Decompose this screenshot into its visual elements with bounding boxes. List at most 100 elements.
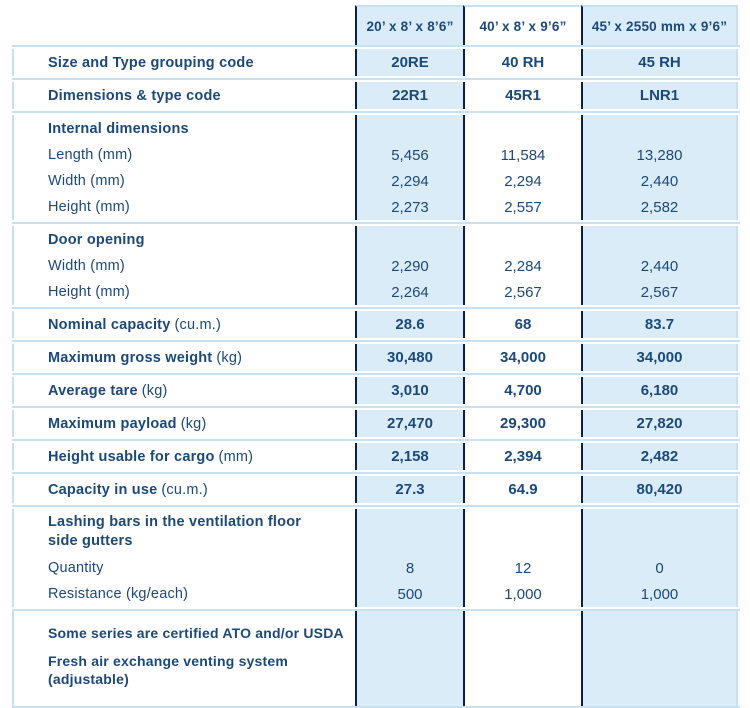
cell-value: 0: [655, 559, 664, 577]
section-header-spacer: [583, 226, 736, 253]
cell-value: 2,290: [391, 257, 429, 275]
group-label-column: Internal dimensions Length (mm) Width (mm)…: [12, 115, 355, 220]
row-label: Maximum payload (kg): [12, 410, 355, 437]
row-label: Height usable for cargo (mm): [12, 443, 355, 470]
row-label-text: Maximum gross weight: [48, 349, 213, 366]
value-column: 8 500: [355, 509, 463, 607]
row-label: Width (mm): [48, 173, 125, 189]
cell-value: 2,273: [391, 198, 429, 216]
cell-value: 64.9: [463, 476, 581, 503]
table-row-block: Dimensions & type code 22R1 45R1 LNR1: [12, 78, 740, 111]
row-label-text: Maximum payload: [48, 415, 177, 432]
section-header-spacer: [583, 115, 736, 142]
row-label-line: Nominal capacity (cu.m.): [48, 317, 355, 333]
table-row-block: Maximum payload (kg) 27,470 29,300 27,820: [12, 406, 740, 439]
cell-value: 5,456: [391, 146, 429, 164]
row-label-text: Size and Type grouping code: [48, 54, 254, 71]
table-row-block: Average tare (kg) 3,010 4,700 6,180: [12, 373, 740, 406]
table-row-block: Nominal capacity (cu.m.) 28.6 68 83.7: [12, 307, 740, 340]
row-label-line: Dimensions & type code: [48, 88, 355, 104]
column-header: 40’ x 8’ x 9’6”: [463, 5, 581, 45]
row-label: Nominal capacity (cu.m.): [12, 311, 355, 338]
section-header-spacer: [583, 509, 736, 555]
section-header-spacer: [357, 509, 463, 555]
row-label-text: Nominal capacity: [48, 316, 171, 333]
value-column: 12 1,000: [463, 509, 581, 607]
row-label-text: Dimensions & type code: [48, 87, 221, 104]
cell-value: 2,440: [640, 172, 679, 190]
cell-value: 27.3: [355, 476, 463, 503]
cell-value: 2,482: [581, 443, 738, 470]
group-label-column: Lashing bars in the ventilation floor si…: [12, 509, 355, 607]
cell-value: 45 RH: [581, 49, 738, 76]
value-column: 2,284 2,567: [463, 226, 581, 305]
cell-value: 4,700: [463, 377, 581, 404]
empty-cell: [355, 611, 463, 706]
section-header-spacer: [465, 226, 581, 253]
value-column: 2,440 2,567: [581, 226, 738, 305]
section-header: Internal dimensions: [48, 120, 189, 137]
row-label-line: Capacity in use (cu.m.): [48, 482, 355, 498]
row-label-line: Size and Type grouping code: [48, 55, 355, 71]
table-row-block: Height usable for cargo (mm) 2,158 2,394 2,4…: [12, 439, 740, 472]
footnotes-column: Some series are certified ATO and/or USD…: [12, 611, 355, 706]
group-label-column: Door opening Width (mm) Height (mm): [12, 226, 355, 305]
cell-value: 11,584: [500, 146, 546, 164]
cell-value: 27,820: [581, 410, 738, 437]
row-label-unit: (mm): [218, 448, 254, 465]
cell-value: 2,567: [640, 283, 679, 301]
table-row-block: Internal dimensions Length (mm) Width (mm)…: [12, 111, 740, 222]
footnote: Some series are certified ATO and/or USD…: [48, 625, 344, 641]
table-header-row: 20’ x 8’ x 8’6” 40’ x 8’ x 9’6” 45’ x 2550…: [12, 5, 740, 45]
cell-value: 2,567: [504, 283, 542, 301]
cell-value: 2,158: [355, 443, 463, 470]
table-row-block: Lashing bars in the ventilation floor si…: [12, 505, 740, 609]
section-header-spacer: [465, 115, 581, 142]
cell-value: 1,000: [504, 585, 542, 603]
row-label: Size and Type grouping code: [12, 49, 355, 76]
row-label-unit: (cu.m.): [174, 316, 221, 333]
row-label: Maximum gross weight (kg): [12, 344, 355, 371]
cell-value: 1,000: [640, 585, 679, 603]
empty-cell: [463, 611, 581, 706]
cell-value: LNR1: [581, 82, 738, 109]
cell-value: 22R1: [355, 82, 463, 109]
cell-value: 2,394: [463, 443, 581, 470]
column-header: 20’ x 8’ x 8’6”: [355, 5, 463, 45]
cell-value: 34,000: [581, 344, 738, 371]
section-header: Lashing bars in the ventilation floor si…: [48, 514, 302, 549]
row-label-line: Average tare (kg): [48, 383, 355, 399]
cell-value: 6,180: [581, 377, 738, 404]
cell-value: 20RE: [355, 49, 463, 76]
header-spacer: [12, 5, 355, 45]
cell-value: 80,420: [581, 476, 738, 503]
row-label: Average tare (kg): [12, 377, 355, 404]
cell-value: 68: [463, 311, 581, 338]
row-label: Capacity in use (cu.m.): [12, 476, 355, 503]
row-label: Dimensions & type code: [12, 82, 355, 109]
table-row-block: Some series are certified ATO and/or USD…: [12, 609, 740, 708]
cell-value: 45R1: [463, 82, 581, 109]
row-label: Width (mm): [48, 258, 125, 274]
row-label: Quantity: [48, 560, 104, 576]
section-header-spacer: [465, 509, 581, 555]
row-label-text: Height usable for cargo: [48, 448, 215, 465]
row-label-line: Maximum gross weight (kg): [48, 350, 355, 366]
cell-value: 2,294: [504, 172, 542, 190]
row-label: Length (mm): [48, 147, 133, 163]
cell-value: 13,280: [636, 146, 683, 164]
cell-value: 12: [514, 559, 532, 577]
cell-value: 500: [397, 585, 423, 603]
cell-value: 29,300: [463, 410, 581, 437]
table-row-block: Door opening Width (mm) Height (mm) 2,290 2,…: [12, 222, 740, 307]
footnote: Fresh air exchange venting system (adjus…: [48, 653, 289, 687]
section-header-spacer: [357, 226, 463, 253]
row-label-text: Capacity in use: [48, 481, 158, 498]
cell-value: 2,582: [640, 198, 679, 216]
value-column: 0 1,000: [581, 509, 738, 607]
cell-value: 40 RH: [463, 49, 581, 76]
cell-value: 2,557: [504, 198, 542, 216]
row-label-line: Height usable for cargo (mm): [48, 449, 355, 465]
cell-value: 2,264: [391, 283, 429, 301]
row-label: Height (mm): [48, 199, 130, 215]
